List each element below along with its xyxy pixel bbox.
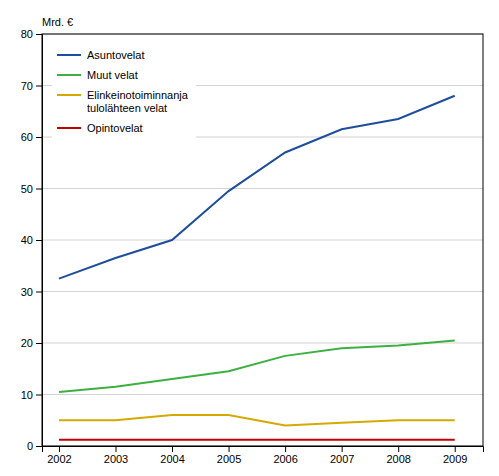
y-axis-label: Mrd. € xyxy=(42,16,73,28)
legend-swatch xyxy=(57,127,81,129)
legend-label: Asuntovelat xyxy=(87,49,144,61)
x-tick: 2005 xyxy=(217,446,241,465)
x-tick: 2003 xyxy=(104,446,128,465)
legend-item: Opintovelat xyxy=(57,122,143,134)
y-tick: 70 xyxy=(21,80,42,92)
legend: Asuntovelat Muut velat Elinkeinotoiminnanj… xyxy=(52,44,196,139)
x-tick-label: 2006 xyxy=(273,453,297,465)
chart: 2002 2003 2004 2005 2006 2007 2008 2009 0 10 20 30 4… xyxy=(0,0,499,476)
y-tick-label: 40 xyxy=(21,234,33,246)
y-tick: 60 xyxy=(21,131,42,143)
legend-item: Asuntovelat xyxy=(57,49,144,61)
x-tick-label: 2002 xyxy=(47,453,71,465)
legend-swatch xyxy=(57,74,81,76)
grid xyxy=(42,34,483,446)
y-tick-mark xyxy=(36,137,42,138)
legend-label: Elinkeinotoiminnanja tulolähteen velat xyxy=(87,89,191,114)
x-tick-mark xyxy=(172,446,173,452)
legend-item: Muut velat xyxy=(57,69,138,81)
y-tick-label: 20 xyxy=(21,337,33,349)
y-tick-label: 50 xyxy=(21,183,33,195)
x-tick-mark xyxy=(59,446,60,452)
x-tick: 2004 xyxy=(160,446,184,465)
y-tick: 0 xyxy=(27,440,42,452)
x-tick: 2007 xyxy=(330,446,354,465)
y-tick: 20 xyxy=(21,337,42,349)
y-tick-label: 30 xyxy=(21,286,33,298)
x-tick-mark xyxy=(285,446,286,452)
y-tick-mark xyxy=(36,446,42,447)
y-tick-mark xyxy=(36,189,42,190)
grid-line xyxy=(42,240,483,241)
y-tick-label: 80 xyxy=(21,28,33,40)
x-axis-line xyxy=(43,447,484,453)
x-tick: 2008 xyxy=(386,446,410,465)
series-line xyxy=(59,439,455,441)
y-tick-mark xyxy=(36,343,42,344)
plot-frame xyxy=(42,34,483,446)
y-tick: 40 xyxy=(21,234,42,246)
x-tick-label: 2009 xyxy=(443,453,467,465)
y-tick: 30 xyxy=(21,286,42,298)
x-tick-label: 2005 xyxy=(217,453,241,465)
legend-label: Opintovelat xyxy=(87,122,143,134)
y-tick-label: 0 xyxy=(27,440,33,452)
x-tick-label: 2007 xyxy=(330,453,354,465)
grid-line xyxy=(42,291,483,292)
legend-swatch xyxy=(57,54,81,56)
grid-line xyxy=(42,394,483,395)
x-tick-mark xyxy=(398,446,399,452)
y-tick-label: 60 xyxy=(21,131,33,143)
y-tick-mark xyxy=(36,395,42,396)
x-axis: 2002 2003 2004 2005 2006 2007 2008 2009 xyxy=(43,446,484,465)
x-tick-label: 2003 xyxy=(104,453,128,465)
y-tick-mark xyxy=(36,240,42,241)
x-tick: 2009 xyxy=(443,446,467,465)
x-tick-label: 2004 xyxy=(160,453,184,465)
legend-item: Elinkeinotoiminnanja tulolähteen velat xyxy=(57,89,191,114)
y-tick-label: 10 xyxy=(21,389,33,401)
x-tick: 2002 xyxy=(47,446,71,465)
legend-swatch xyxy=(57,94,81,96)
x-tick-mark xyxy=(229,446,230,452)
y-tick: 10 xyxy=(21,389,42,401)
x-tick-mark xyxy=(116,446,117,452)
y-axis: 0 10 20 30 40 50 60 70 80 xyxy=(21,28,43,452)
legend-label: Muut velat xyxy=(87,69,138,81)
lines xyxy=(59,96,455,440)
x-tick-label: 2008 xyxy=(386,453,410,465)
x-tick-mark xyxy=(455,446,456,452)
series-line xyxy=(59,415,455,425)
y-tick-mark xyxy=(36,292,42,293)
x-tick: 2006 xyxy=(273,446,297,465)
y-tick-mark xyxy=(36,34,42,35)
y-tick: 50 xyxy=(21,183,42,195)
grid-line xyxy=(42,188,483,189)
series-line xyxy=(59,96,455,279)
legend-background xyxy=(52,44,196,139)
y-tick: 80 xyxy=(21,28,42,40)
y-tick-mark xyxy=(36,86,42,87)
series-line xyxy=(59,340,455,392)
y-tick-label: 70 xyxy=(21,80,33,92)
x-tick-mark xyxy=(342,446,343,452)
